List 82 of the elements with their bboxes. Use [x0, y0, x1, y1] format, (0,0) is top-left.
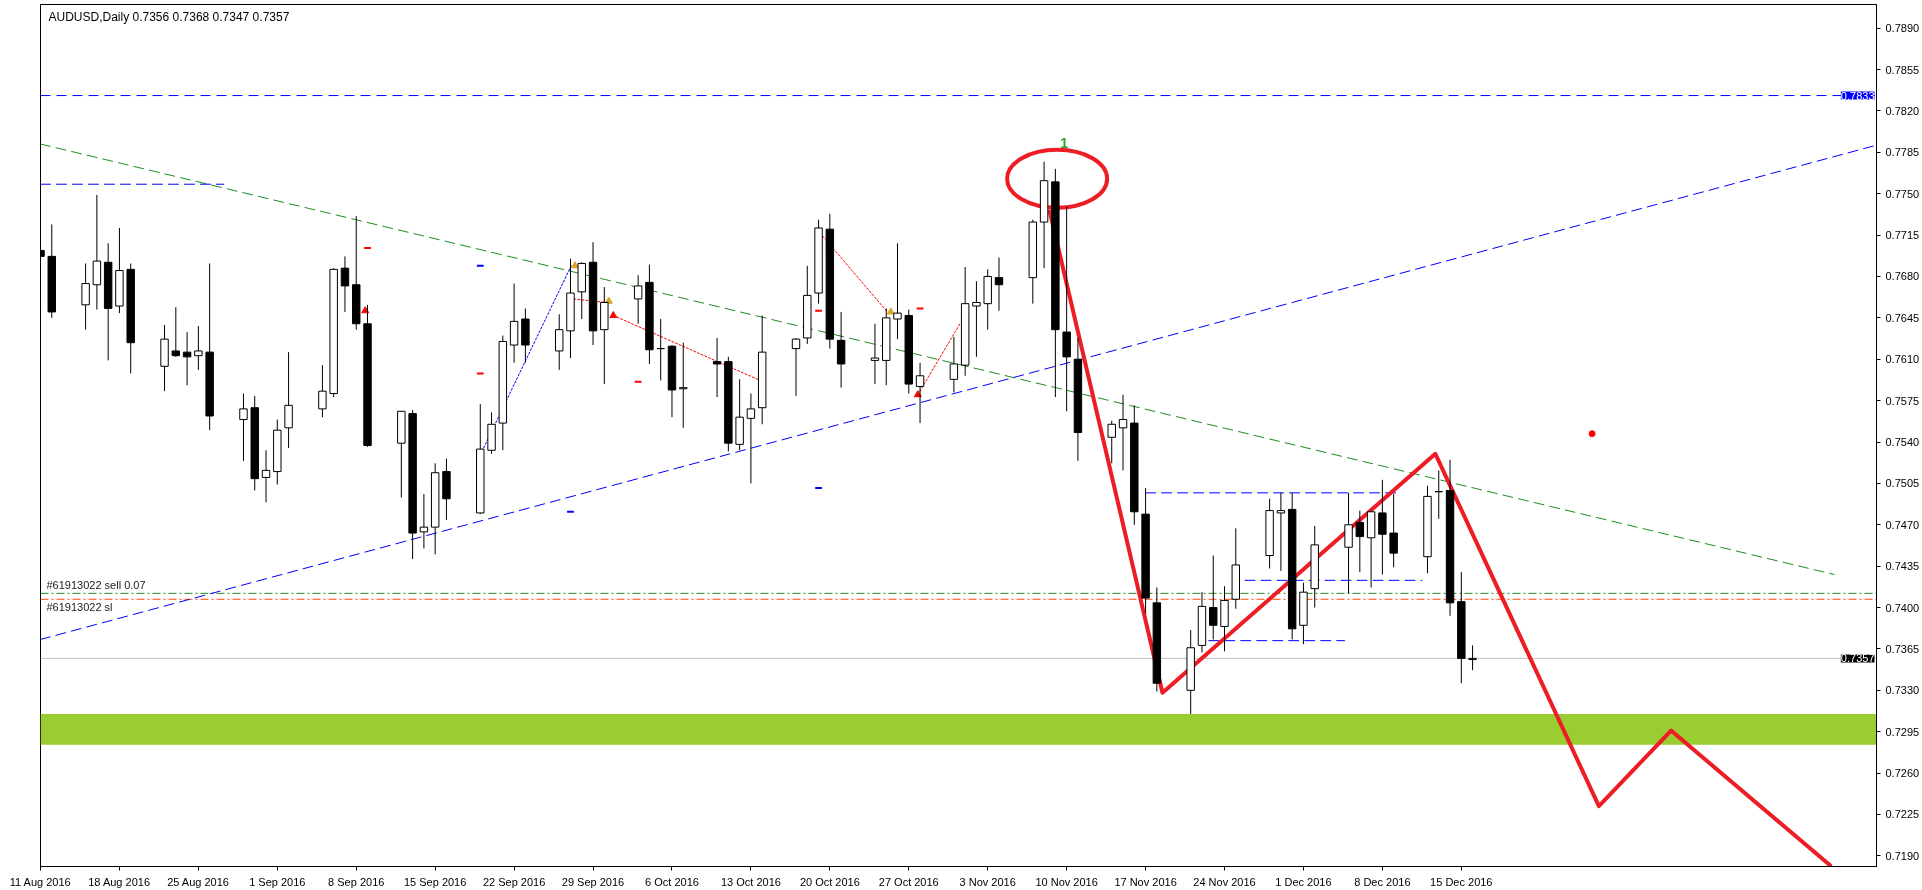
candlestick [419, 493, 429, 549]
y-tick-label: 0.7190 [1885, 849, 1920, 862]
y-tick-label: 0.7715 [1885, 229, 1920, 242]
x-tick-label: 27 Oct 2016 [878, 875, 939, 888]
candlestick [318, 364, 327, 418]
candlestick [1389, 493, 1398, 568]
point [1588, 430, 1596, 438]
candlestick [554, 313, 564, 371]
candlestick [261, 449, 271, 503]
candlestick [870, 323, 880, 385]
y-tick-label: 0.7435 [1885, 560, 1920, 573]
candlestick [994, 257, 1004, 312]
ref-line-label: 0.7357 [1840, 652, 1875, 665]
x-tick-label: 18 Aug 2016 [88, 875, 151, 888]
x-tick-label: 15 Sep 2016 [403, 875, 467, 888]
x-tick-label: 13 Oct 2016 [720, 875, 781, 888]
point [886, 307, 895, 315]
candlestick [1118, 394, 1128, 471]
point [609, 310, 618, 318]
x-tick-label: 8 Dec 2016 [1354, 875, 1411, 888]
candlestick [1107, 420, 1116, 464]
x-tick-label: 22 Sep 2016 [482, 875, 546, 888]
x-tick-label: 1 Dec 2016 [1275, 875, 1332, 888]
ref-line-label: 0.7833 [1840, 89, 1875, 102]
candlestick [1209, 555, 1218, 640]
chart-title: AUDUSD,Daily 0.7356 0.7368 0.7347 0.7357 [48, 9, 290, 24]
candlestick [679, 342, 688, 429]
y-tick-label: 0.7260 [1885, 767, 1920, 780]
x-tick-label: 11 Aug 2016 [9, 875, 71, 888]
ref-line-label: #61913022 sl [46, 601, 113, 614]
x-tick-label: 15 Dec 2016 [1430, 875, 1493, 888]
y-tick-label: 0.7645 [1885, 311, 1920, 324]
ref-line-label: #61913022 sell 0.07 [46, 579, 146, 592]
candlestick [633, 274, 643, 325]
candlestick [836, 311, 846, 389]
y-tick-label: 0.7295 [1885, 725, 1920, 738]
y-tick-label: 0.7470 [1885, 518, 1920, 531]
y-tick-label: 0.7890 [1885, 22, 1920, 35]
candlestick [509, 283, 519, 364]
x-tick-label: 25 Aug 2016 [167, 875, 229, 888]
y-tick-label: 0.7330 [1885, 684, 1920, 697]
candlestick [81, 262, 90, 331]
x-tick-label: 20 Oct 2016 [799, 875, 860, 888]
candlestick [893, 242, 902, 340]
candlestick [1276, 492, 1286, 572]
candlestick [1355, 510, 1365, 573]
candlestick [284, 351, 293, 449]
candlestick [182, 331, 192, 386]
y-tick-label: 0.7505 [1885, 477, 1920, 490]
y-tick-label: 0.7785 [1885, 146, 1920, 159]
x-tick-label: 17 Nov 2016 [1114, 875, 1177, 888]
y-tick-label: 0.7610 [1885, 353, 1920, 366]
candlestick [791, 337, 801, 397]
candlestick [712, 337, 722, 398]
candlestick [92, 194, 102, 311]
candlestick [746, 393, 756, 484]
y-tick-label: 0.7400 [1885, 601, 1920, 614]
y-tick-label: 0.7750 [1885, 187, 1920, 200]
x-tick-label: 29 Sep 2016 [561, 875, 625, 888]
candlestick [194, 325, 203, 371]
candlestick [949, 336, 959, 393]
candlestick [972, 280, 981, 358]
candlestick [171, 306, 181, 358]
y-tick-label: 0.7680 [1885, 270, 1920, 283]
candlestick [340, 255, 350, 313]
x-tick-label: 6 Oct 2016 [645, 875, 699, 888]
y-tick-label: 0.7575 [1885, 394, 1920, 407]
y-tick-label: 0.7225 [1885, 808, 1920, 821]
y-tick-label: 0.7540 [1885, 436, 1920, 448]
y-tick-label: 0.7855 [1885, 63, 1920, 76]
y-tick-label: 0.7820 [1885, 104, 1920, 117]
x-tick-label: 8 Sep 2016 [328, 875, 385, 888]
x-tick-label: 24 Nov 2016 [1193, 875, 1256, 888]
x-tick-label: 3 Nov 2016 [959, 875, 1016, 888]
y-tick-label: 0.7365 [1885, 642, 1920, 655]
candlestick [239, 393, 248, 462]
x-tick-label: 1 Sep 2016 [249, 875, 306, 888]
candlestick [1344, 492, 1353, 594]
x-tick-label: 10 Nov 2016 [1035, 875, 1098, 888]
candlestick [1468, 644, 1477, 671]
annotation: 1 [1060, 134, 1069, 151]
candlestick [1378, 479, 1387, 575]
